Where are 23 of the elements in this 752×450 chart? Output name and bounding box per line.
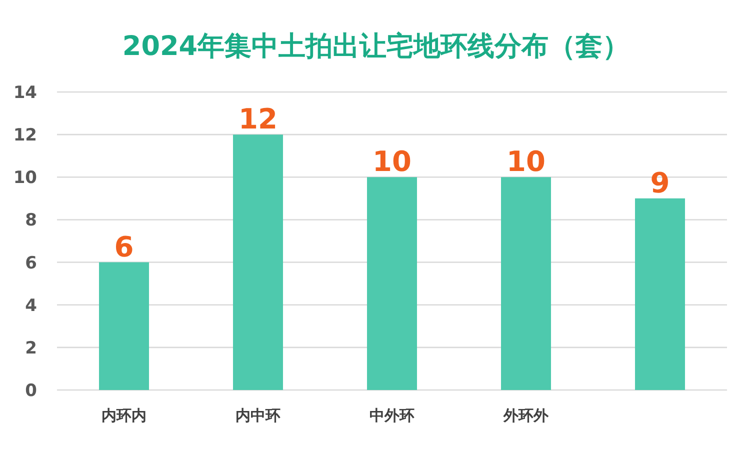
chart-title: 2024年集中土拍出让宅地环线分布（套） — [121, 30, 631, 64]
data-label: 10 — [506, 145, 546, 178]
y-tick-label: 0 — [25, 381, 38, 402]
x-tick-label: 中外环 — [370, 406, 414, 425]
data-label: 10 — [372, 145, 412, 178]
data-label: 6 — [114, 230, 134, 264]
bar — [99, 262, 149, 390]
x-tick-label: 内环内 — [102, 406, 146, 425]
y-tick-label: 8 — [25, 210, 37, 231]
data-label: 12 — [238, 102, 278, 136]
bar — [233, 134, 283, 390]
y-tick-label: 10 — [13, 168, 38, 188]
x-tick-label: 内中环 — [236, 406, 280, 425]
data-label: 9 — [650, 166, 670, 200]
x-tick-label: 外环外 — [502, 406, 550, 425]
bar — [501, 177, 551, 390]
y-tick-label: 12 — [13, 126, 37, 146]
y-tick-label: 6 — [25, 253, 37, 274]
bar — [367, 177, 417, 390]
y-tick-label: 14 — [13, 83, 38, 104]
y-tick-label: 4 — [25, 296, 38, 316]
y-tick-label: 2 — [25, 338, 37, 358]
bar — [635, 198, 685, 390]
